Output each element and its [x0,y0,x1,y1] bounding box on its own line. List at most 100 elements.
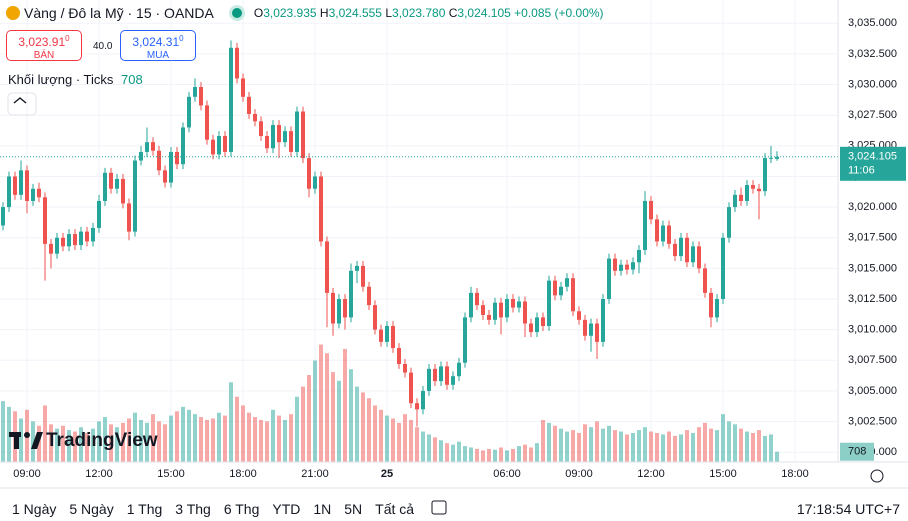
volume-bar [1,401,5,462]
calendar-icon[interactable] [431,500,447,515]
volume-bar [655,433,659,462]
y-tick-label: 3,027.500 [848,109,897,121]
candle-body [403,363,407,373]
y-tick-label: 3,035.000 [848,17,897,29]
volume-bar [43,405,47,462]
volume-bar [313,360,317,462]
volume-bar [139,419,143,462]
candle-body [637,249,641,263]
collapse-button[interactable] [7,92,37,116]
volume-bar [679,434,683,462]
volume-bar [385,415,389,462]
volume-bar [211,418,215,462]
volume-bar [289,414,293,462]
candle-body [733,194,737,208]
x-tick-label: 25 [381,468,393,480]
volume-bar [613,430,617,462]
buy-label: MUA [146,50,170,61]
candle-body [1,207,5,226]
range-button[interactable]: 5N [344,501,363,517]
logo-shape [24,432,30,438]
range-button[interactable]: Tất cả [375,501,415,517]
candle-body [553,280,557,296]
label: H [319,6,329,20]
settings-icon[interactable] [870,469,884,483]
volume-bar [31,421,35,462]
candle-body [397,348,401,364]
range-button[interactable]: 1 Ngày [12,501,57,517]
volume-bar [79,427,83,462]
volume-bar [157,421,161,462]
candle-body [607,258,611,300]
candle-body [661,225,665,242]
candle-body [541,317,545,326]
sell-button[interactable]: 3,023.910 BÁN [6,30,82,61]
market-status [231,8,242,18]
candle-body [157,150,161,171]
volume-bar [85,433,89,462]
candle-body [673,243,677,257]
label: O [253,6,264,20]
range-button[interactable]: 1N [313,501,332,517]
x-tick-label: 21:00 [301,468,329,480]
candle-body [181,127,185,165]
y-tick-label: 3,002.500 [848,415,897,427]
candle-body [109,172,113,189]
volume-bar [343,348,347,462]
candle-body [505,299,509,318]
volume-bar [67,430,71,462]
x-tick-label: 06:00 [493,468,521,480]
volume-bar [301,386,305,462]
volume-bar [577,433,581,462]
range-button[interactable]: 3 Thg [175,501,211,517]
y-tick-label: 3,020.000 [848,201,897,213]
x-tick-label: 15:00 [709,468,737,480]
candle-body [697,246,701,269]
candle-body [139,151,143,161]
candle-body [649,200,653,220]
y-tick-label: 3,015.000 [848,262,897,274]
high: 3,024.555 [328,6,382,20]
collapse-icon[interactable] [13,97,27,104]
candle-body [451,376,455,385]
volume-bar [307,375,311,462]
volume-bar [643,427,647,462]
volume-bar [733,424,737,462]
volume-bar [325,353,329,462]
volume-bar [715,430,719,462]
volume-bar [193,414,197,462]
close: 3,024.105 [457,6,511,20]
volume-bar [37,425,41,462]
volume-bar [535,443,539,462]
x-tick-label: 12:00 [637,468,665,480]
candle-body [13,176,17,195]
candle-body [775,156,779,159]
candle-body [667,225,671,244]
volume-bar [199,417,203,462]
sell-price: 3,023.91 [18,35,66,49]
candle-body [361,265,365,287]
candle-body [79,231,83,246]
volume-bar [259,419,263,462]
range-button[interactable]: YTD [272,501,301,517]
candle-body [133,160,137,232]
x-tick-label: 12:00 [85,468,113,480]
x-tick-label: 09:00 [565,468,593,480]
volume-bar [505,450,509,462]
range-button[interactable]: 6 Thg [223,501,260,517]
candle-body [421,390,425,410]
volume-bar [775,451,779,462]
range-button[interactable]: 5 Ngày [69,501,114,517]
range-button[interactable]: 1 Thg [126,501,163,517]
candle-body [283,131,287,143]
volume-bar [355,386,359,462]
buy-button[interactable]: 3,024.310 MUA [120,30,196,61]
volume-bar [451,444,455,462]
y-tick-label: 3,007.500 [848,354,897,366]
y-tick-label: 3,032.500 [848,48,897,60]
candle-body [745,185,749,201]
indicator-value: 708 [121,72,143,87]
candle-body [7,176,11,208]
volume-bar [589,427,593,462]
